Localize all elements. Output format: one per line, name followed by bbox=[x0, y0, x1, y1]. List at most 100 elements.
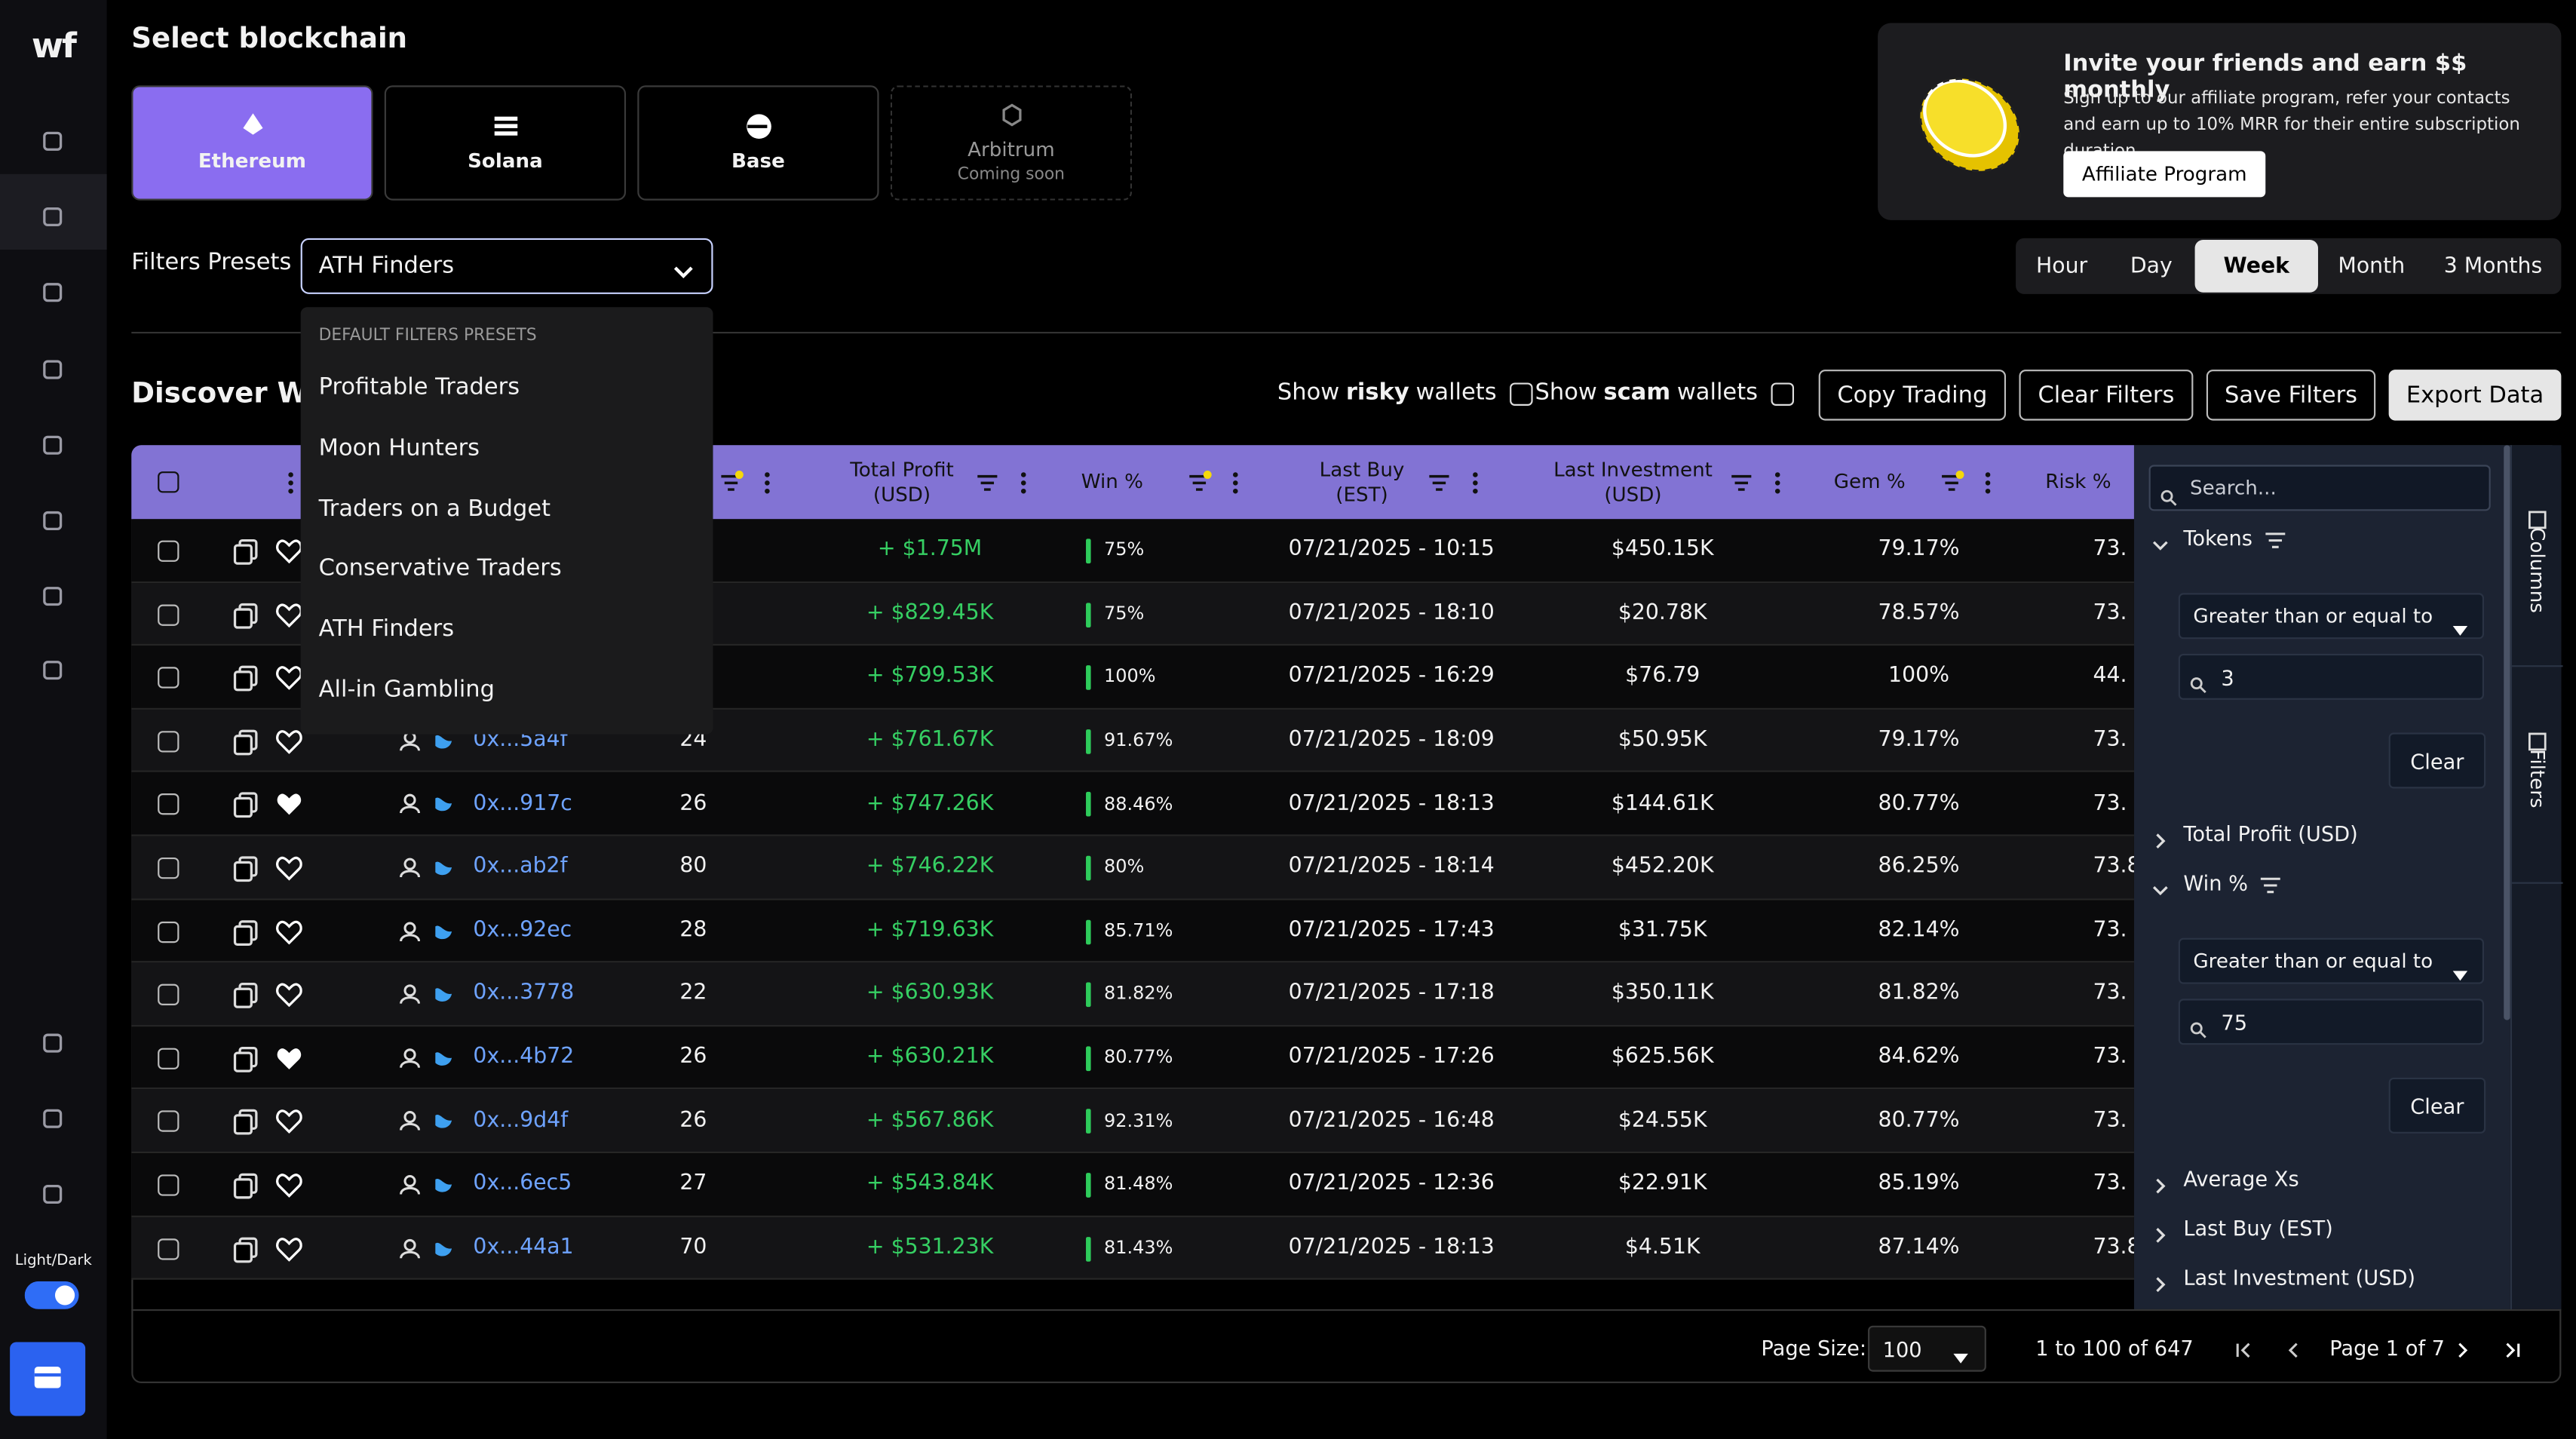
wallet-button[interactable] bbox=[10, 1342, 86, 1416]
theme-toggle[interactable] bbox=[24, 1281, 79, 1309]
nav-icon[interactable] bbox=[43, 506, 63, 530]
nav-icon[interactable] bbox=[43, 354, 63, 379]
checkbox[interactable] bbox=[158, 857, 179, 879]
column-header[interactable]: Last Investment (USD) bbox=[1553, 457, 1713, 505]
checkbox[interactable] bbox=[158, 1111, 179, 1133]
section-title[interactable]: Last Buy (EST) bbox=[2183, 1212, 2495, 1241]
checkbox[interactable] bbox=[1510, 382, 1533, 406]
checkbox[interactable] bbox=[1771, 382, 1794, 406]
nav-icon[interactable] bbox=[43, 1028, 63, 1053]
filter-value[interactable]: 75 bbox=[2178, 999, 2484, 1045]
copy-icon[interactable] bbox=[233, 1173, 258, 1199]
section-chevron[interactable] bbox=[2152, 1170, 2169, 1194]
nav-icon[interactable] bbox=[43, 431, 63, 455]
filter-value[interactable]: 3 bbox=[2178, 653, 2484, 700]
action-button[interactable]: Clear Filters bbox=[2019, 370, 2194, 421]
chain-card[interactable]: Arbitrum Coming soon bbox=[890, 85, 1133, 201]
preset-option[interactable]: All-in Gambling bbox=[318, 677, 495, 704]
first-page[interactable] bbox=[2236, 1339, 2252, 1358]
section-title[interactable]: Win % bbox=[2183, 867, 2495, 897]
section-chevron[interactable] bbox=[2152, 1268, 2169, 1293]
favorite-icon[interactable] bbox=[276, 729, 302, 754]
copy-icon[interactable] bbox=[233, 983, 258, 1009]
timeframe-option[interactable]: Day bbox=[2130, 253, 2173, 279]
preset-option[interactable]: Moon Hunters bbox=[318, 434, 480, 462]
column-header[interactable]: Total Profit (USD) bbox=[850, 457, 954, 505]
action-button[interactable]: Export Data bbox=[2388, 370, 2562, 421]
search-input[interactable]: Search... bbox=[2148, 465, 2491, 511]
copy-icon[interactable] bbox=[233, 1109, 258, 1136]
column-filter[interactable] bbox=[1428, 468, 1454, 491]
preset-option[interactable]: ATH Finders bbox=[318, 616, 455, 643]
checkbox[interactable] bbox=[158, 921, 179, 943]
page-size-select[interactable]: 100 bbox=[1868, 1325, 1986, 1372]
action-button[interactable]: Copy Trading bbox=[1818, 370, 2007, 421]
last-page[interactable] bbox=[2504, 1339, 2520, 1358]
copy-icon[interactable] bbox=[233, 538, 258, 565]
timeframe-option[interactable]: Month bbox=[2338, 253, 2406, 279]
column-filter[interactable] bbox=[976, 468, 1002, 491]
favorite-icon[interactable] bbox=[276, 1046, 302, 1071]
column-filter[interactable] bbox=[1940, 468, 1967, 491]
column-filter[interactable] bbox=[1730, 468, 1756, 491]
checkbox[interactable] bbox=[158, 603, 179, 625]
nav-icon[interactable] bbox=[43, 581, 63, 606]
next-page[interactable] bbox=[2455, 1339, 2471, 1358]
favorite-icon[interactable] bbox=[276, 1173, 302, 1198]
timeframe-option[interactable]: 3 Months bbox=[2443, 253, 2543, 279]
favorite-icon[interactable] bbox=[276, 538, 302, 564]
nav-icon[interactable] bbox=[43, 1104, 63, 1128]
copy-icon[interactable] bbox=[233, 856, 258, 882]
section-chevron[interactable] bbox=[2152, 874, 2169, 896]
copy-icon[interactable] bbox=[233, 729, 258, 756]
column-menu[interactable] bbox=[1472, 470, 1479, 494]
copy-icon[interactable] bbox=[233, 1236, 258, 1263]
section-chevron[interactable] bbox=[2152, 1219, 2169, 1243]
column-header[interactable]: Risk % bbox=[2045, 469, 2111, 493]
section-title[interactable]: Total Profit (USD) bbox=[2183, 818, 2495, 848]
checkbox[interactable] bbox=[158, 1048, 179, 1069]
prev-page[interactable] bbox=[2285, 1339, 2302, 1358]
favorite-icon[interactable] bbox=[276, 1236, 302, 1262]
checkbox[interactable] bbox=[158, 1238, 179, 1260]
section-chevron[interactable] bbox=[2152, 529, 2169, 551]
column-menu[interactable] bbox=[287, 470, 294, 494]
copy-icon[interactable] bbox=[233, 1046, 258, 1072]
affiliate-button[interactable]: Affiliate Program bbox=[2063, 151, 2266, 198]
favorite-icon[interactable] bbox=[276, 983, 302, 1008]
chain-card[interactable]: Ethereum bbox=[131, 85, 373, 201]
nav-icon[interactable] bbox=[43, 278, 63, 302]
preset-option[interactable]: Conservative Traders bbox=[318, 556, 562, 582]
column-filter[interactable] bbox=[1188, 468, 1214, 491]
copy-icon[interactable] bbox=[233, 666, 258, 692]
checkbox[interactable] bbox=[158, 540, 179, 562]
column-menu[interactable] bbox=[1020, 470, 1027, 494]
nav-icon[interactable] bbox=[43, 1180, 63, 1204]
action-button[interactable]: Save Filters bbox=[2206, 370, 2376, 421]
section-title[interactable]: Last Investment (USD) bbox=[2183, 1262, 2495, 1291]
column-header[interactable]: Last Buy (EST) bbox=[1319, 457, 1405, 505]
presets-select[interactable]: ATH Finders bbox=[300, 238, 713, 294]
operator-select[interactable]: Greater than or equal to bbox=[2178, 937, 2484, 984]
favorite-icon[interactable] bbox=[276, 856, 302, 881]
checkbox[interactable] bbox=[158, 730, 179, 753]
timeframe-option[interactable]: Hour bbox=[2035, 253, 2088, 279]
preset-option[interactable]: Traders on a Budget bbox=[318, 495, 551, 522]
column-header[interactable]: Win % bbox=[1081, 469, 1144, 493]
section-title[interactable]: Tokens bbox=[2183, 523, 2495, 552]
timeframe-option[interactable]: Week bbox=[2194, 239, 2318, 293]
column-menu[interactable] bbox=[1232, 470, 1239, 494]
section-chevron[interactable] bbox=[2152, 824, 2169, 849]
panel-tab[interactable]: Columns bbox=[2512, 445, 2563, 667]
checkbox[interactable] bbox=[158, 793, 179, 816]
favorite-icon[interactable] bbox=[276, 666, 302, 691]
favorite-icon[interactable] bbox=[276, 602, 302, 627]
chain-card[interactable]: Base bbox=[637, 85, 879, 201]
checkbox[interactable] bbox=[158, 471, 179, 493]
copy-icon[interactable] bbox=[233, 793, 258, 819]
checkbox[interactable] bbox=[158, 667, 179, 689]
column-header[interactable]: Gem % bbox=[1833, 469, 1906, 493]
preset-option[interactable]: Profitable Traders bbox=[318, 374, 520, 401]
column-menu[interactable] bbox=[1774, 470, 1781, 494]
clear-button[interactable]: Clear bbox=[2388, 1077, 2486, 1134]
